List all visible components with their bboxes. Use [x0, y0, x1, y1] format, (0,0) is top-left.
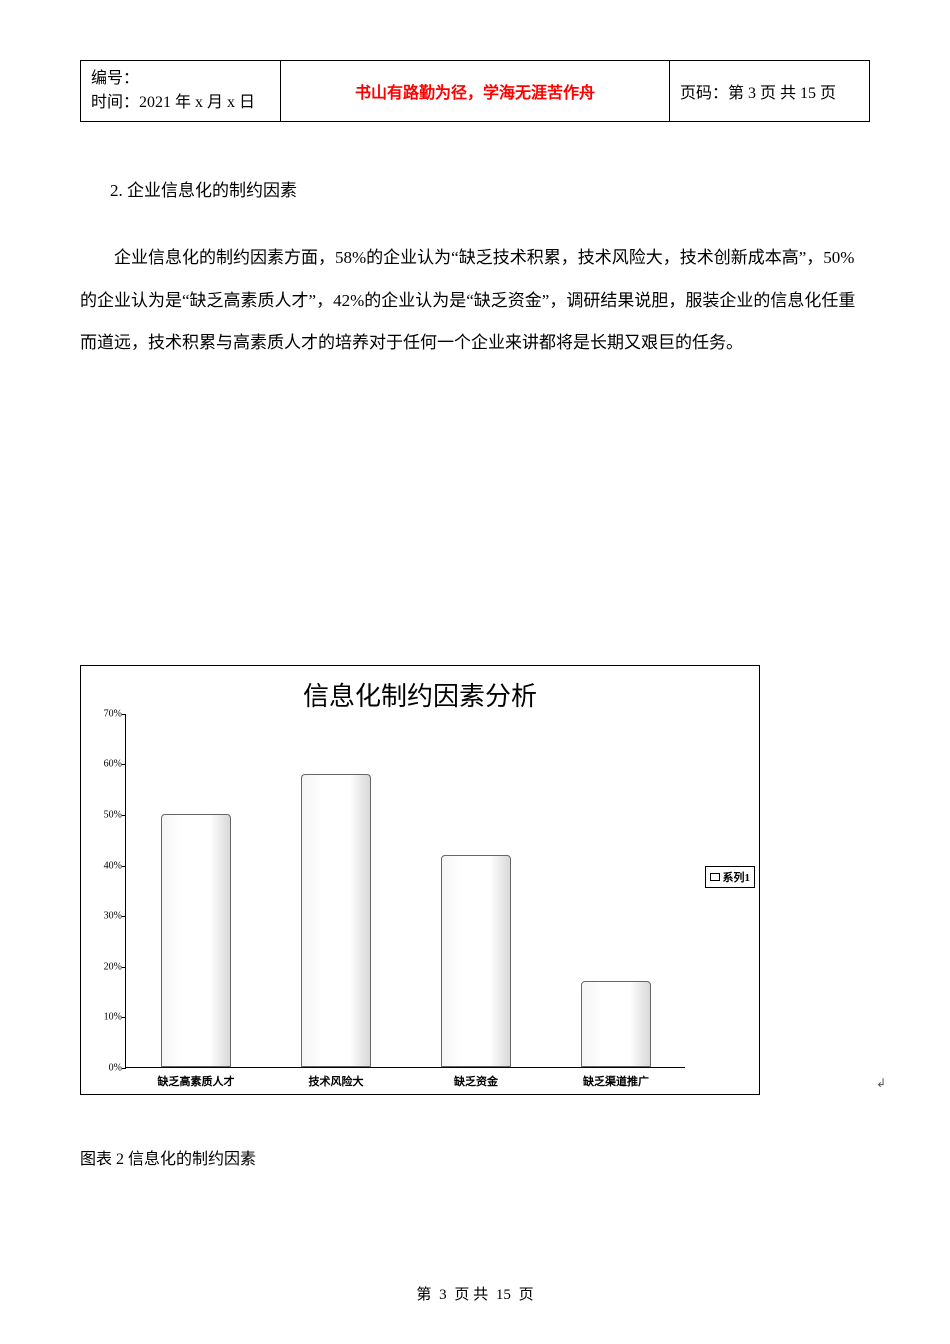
chart-bar: [161, 814, 231, 1067]
x-axis-label: 技术风险大: [309, 1073, 364, 1089]
y-tick-label: 60%: [92, 759, 122, 770]
x-axis-label: 缺乏高素质人才: [158, 1073, 235, 1089]
footer-suffix: 页: [519, 1287, 534, 1303]
y-tick-label: 30%: [92, 911, 122, 922]
chart-frame: 信息化制约因素分析 0%10%20%30%40%50%60%70%缺乏高素质人才…: [80, 665, 760, 1095]
legend-label: 系列1: [723, 869, 751, 885]
y-tick-label: 40%: [92, 860, 122, 871]
body-paragraph: 企业信息化的制约因素方面，58%的企业认为“缺乏技术积累，技术风险大，技术创新成…: [80, 237, 870, 365]
header-center-motto: 书山有路勤为径，学海无涯苦作舟: [281, 61, 670, 122]
chart-caption: 图表 2 信息化的制约因素: [80, 1145, 870, 1169]
chart-plot-area: 0%10%20%30%40%50%60%70%缺乏高素质人才技术风险大缺乏资金缺…: [125, 714, 685, 1068]
y-tick-mark: [122, 815, 126, 816]
x-axis-label: 缺乏渠道推广: [583, 1073, 649, 1089]
header-table: 编号： 时间：2021 年 x 月 x 日 书山有路勤为径，学海无涯苦作舟 页码…: [80, 60, 870, 122]
chart-wrapper: 信息化制约因素分析 0%10%20%30%40%50%60%70%缺乏高素质人才…: [80, 665, 870, 1095]
legend-swatch-icon: [710, 873, 720, 881]
x-axis-label: 缺乏资金: [454, 1073, 498, 1089]
y-tick-mark: [122, 916, 126, 917]
page-footer: 第 3 页 共 15 页: [0, 1283, 950, 1304]
y-tick-mark: [122, 714, 126, 715]
caret-icon: ↲: [876, 1076, 886, 1091]
chart-title: 信息化制约因素分析: [81, 666, 759, 719]
y-tick-mark: [122, 764, 126, 765]
y-tick-mark: [122, 1017, 126, 1018]
header-page-code: 页码：第 3 页 共 15 页: [670, 61, 870, 122]
chart-legend: 系列1: [705, 866, 756, 888]
footer-prefix: 第: [416, 1287, 431, 1303]
chart-bar: [301, 774, 371, 1067]
y-tick-mark: [122, 866, 126, 867]
y-tick-label: 70%: [92, 708, 122, 719]
y-tick-label: 50%: [92, 810, 122, 821]
chart-bar: [581, 981, 651, 1067]
header-left-cell: 编号： 时间：2021 年 x 月 x 日: [81, 61, 281, 122]
section-heading: 2. 企业信息化的制约因素: [110, 172, 870, 209]
footer-current-page: 3: [439, 1287, 447, 1303]
y-tick-label: 10%: [92, 1012, 122, 1023]
y-tick-label: 0%: [92, 1062, 122, 1073]
doc-id-label: 编号：: [91, 67, 270, 91]
chart-bar: [441, 855, 511, 1067]
doc-date-label: 时间：2021 年 x 月 x 日: [91, 91, 270, 115]
page-container: 编号： 时间：2021 年 x 月 x 日 书山有路勤为径，学海无涯苦作舟 页码…: [0, 0, 950, 1209]
y-tick-label: 20%: [92, 961, 122, 972]
footer-total-pages: 15: [496, 1287, 511, 1303]
y-tick-mark: [122, 967, 126, 968]
y-tick-mark: [122, 1068, 126, 1069]
footer-mid: 页 共: [454, 1287, 488, 1303]
